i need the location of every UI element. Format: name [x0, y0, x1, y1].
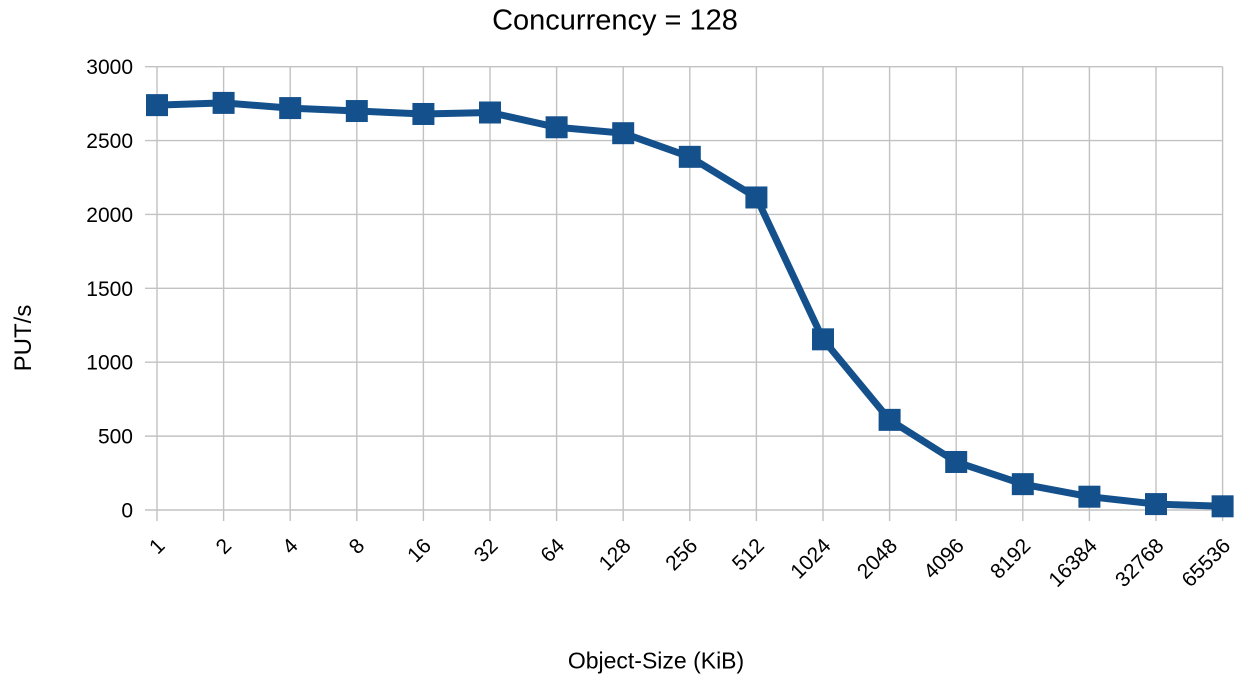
x-tick-label: 32768 [1111, 534, 1169, 592]
x-tick-label: 256 [661, 534, 702, 575]
data-point-marker [212, 91, 235, 114]
x-tick-label: 8 [345, 534, 370, 559]
x-tick-label: 1 [145, 534, 170, 559]
x-tick-label: 4 [278, 534, 303, 559]
y-tick-label: 3000 [86, 56, 133, 79]
x-tick-label: 128 [595, 534, 636, 575]
chart-title: Concurrency = 128 [492, 4, 738, 37]
y-tick-label: 500 [98, 426, 133, 449]
x-tick-label: 512 [728, 534, 769, 575]
x-tick-label: 64 [536, 534, 569, 567]
y-tick-label: 2000 [86, 204, 133, 227]
x-tick-label: 4096 [919, 534, 968, 583]
data-point-marker [945, 450, 968, 473]
x-tick-label: 16 [403, 534, 436, 567]
data-point-marker [1078, 485, 1101, 508]
data-point-marker [279, 97, 302, 120]
y-tick-label: 0 [121, 500, 133, 523]
x-tick-label: 16384 [1044, 534, 1102, 592]
x-tick-label: 65536 [1178, 534, 1236, 592]
gridlines [145, 65, 1224, 521]
x-tick-labels: 1 2 4 8 16 32 64 128 256 512 1024 2048 4096 8192 16384… [145, 534, 1235, 592]
data-point-marker [812, 328, 834, 351]
data-point-marker [345, 100, 368, 123]
x-tick-label: 1024 [786, 534, 836, 584]
data-point-marker [678, 145, 701, 168]
data-point-marker [479, 101, 501, 124]
x-axis-title: Object-Size (KiB) [567, 647, 745, 674]
y-tick-labels: 0 500 1000 1500 2000 2500 3000 [86, 56, 133, 522]
data-point-marker [612, 122, 635, 145]
data-point-marker [146, 94, 168, 117]
x-tick-label: 2 [212, 534, 237, 559]
data-point-marker [1211, 495, 1234, 518]
x-tick-label: 8192 [986, 534, 1035, 583]
data-point-marker [412, 102, 435, 125]
y-tick-label: 2500 [86, 130, 133, 153]
y-axis-title: PUT/s [10, 304, 37, 372]
x-tick-label: 32 [470, 534, 503, 567]
data-point-marker [1011, 473, 1034, 496]
data-point-marker [545, 116, 568, 139]
data-point-marker [878, 408, 901, 431]
data-point-marker [745, 186, 768, 209]
series-markers [146, 91, 1234, 518]
x-tick-label: 2048 [853, 534, 902, 583]
data-point-marker [1145, 493, 1167, 516]
y-tick-label: 1000 [86, 352, 133, 375]
y-tick-label: 1500 [86, 278, 133, 301]
